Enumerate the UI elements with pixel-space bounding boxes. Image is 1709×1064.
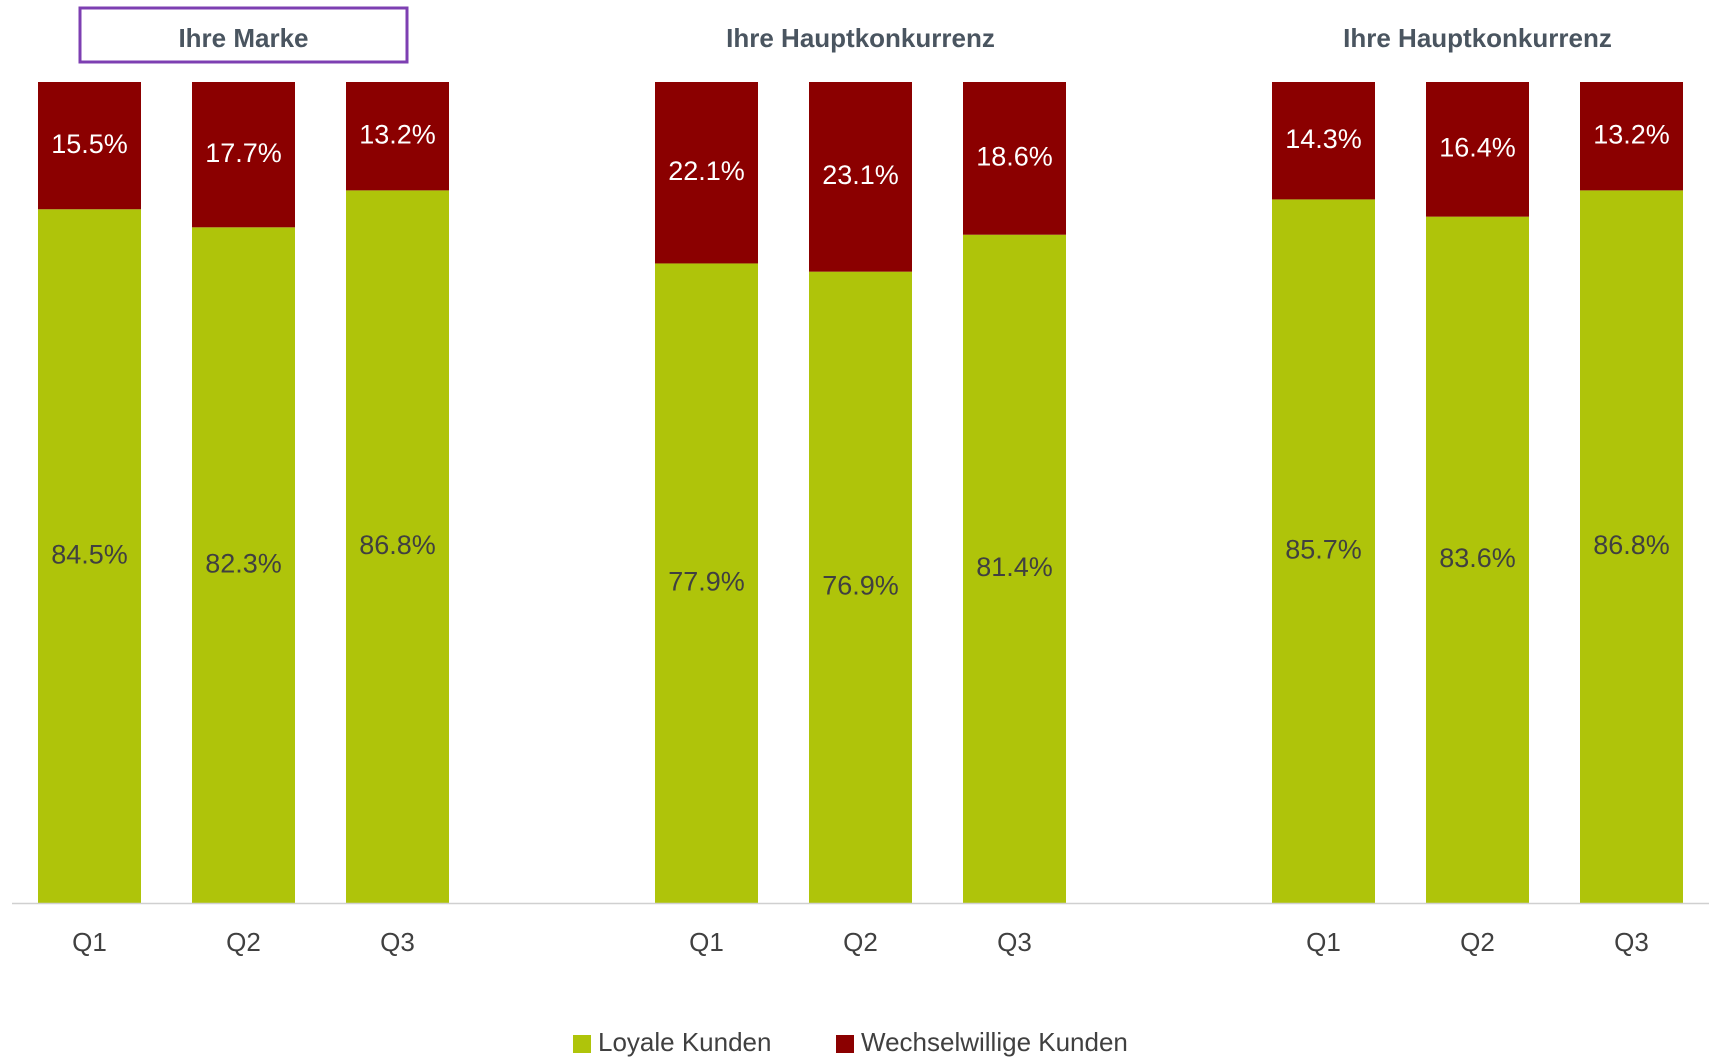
x-tick-label: Q2	[843, 927, 878, 957]
legend-item: Wechselwillige Kunden	[836, 1027, 1128, 1057]
data-label-loyal: 82.3%	[205, 548, 282, 578]
bar-switching	[963, 82, 1066, 235]
group-title: Ihre Hauptkonkurrenz	[1343, 23, 1612, 53]
bar-switching	[192, 82, 295, 228]
bar-loyal	[655, 263, 758, 903]
bar-loyal	[192, 227, 295, 903]
group-title: Ihre Marke	[178, 23, 308, 53]
x-tick-label: Q1	[1306, 927, 1341, 957]
data-label-switching: 13.2%	[1593, 119, 1670, 149]
x-tick-label: Q3	[1614, 927, 1649, 957]
bar-loyal	[1580, 190, 1683, 903]
data-label-switching: 22.1%	[668, 156, 745, 186]
data-label-switching: 16.4%	[1439, 132, 1516, 162]
bar-loyal	[346, 190, 449, 903]
x-tick-label: Q2	[226, 927, 261, 957]
legend-swatch	[836, 1035, 854, 1053]
data-label-loyal: 76.9%	[822, 570, 899, 600]
bar-switching	[655, 82, 758, 264]
legend-label: Wechselwillige Kunden	[861, 1027, 1128, 1057]
bar-switching	[346, 82, 449, 191]
x-tick-label: Q1	[72, 927, 107, 957]
bar-group-2: Ihre Hauptkonkurrenz 77.9% 22.1% 76.9% 23.1%…	[655, 23, 1066, 903]
bar-loyal	[1272, 199, 1375, 903]
highlight-box	[78, 6, 409, 64]
x-axis: Q1 Q2 Q3 Q1 Q2 Q3 Q1 Q2 Q3	[12, 902, 1709, 957]
data-label-switching: 15.5%	[51, 129, 128, 159]
bar-switching	[1426, 82, 1529, 217]
bar-switching	[38, 82, 141, 210]
data-label-loyal: 83.6%	[1439, 543, 1516, 573]
group-title: Ihre Hauptkonkurrenz	[726, 23, 995, 53]
bar-loyal	[809, 271, 912, 903]
bar-switching	[1272, 82, 1375, 200]
data-label-loyal: 85.7%	[1285, 534, 1362, 564]
data-label-switching: 18.6%	[976, 141, 1053, 171]
legend-swatch	[573, 1035, 591, 1053]
data-label-switching: 13.2%	[359, 119, 436, 149]
data-label-loyal: 81.4%	[976, 552, 1053, 582]
data-label-loyal: 86.8%	[359, 530, 436, 560]
legend-item: Loyale Kunden	[573, 1027, 771, 1057]
chart-groups: Ihre Marke 84.5% 15.5% 82.3% 17.7% 86.8% 13.2%…	[38, 6, 1683, 904]
bar-switching	[1580, 82, 1683, 191]
data-label-switching: 14.3%	[1285, 124, 1362, 154]
data-label-loyal: 77.9%	[668, 566, 745, 596]
bar-group-3: Ihre Hauptkonkurrenz 85.7% 14.3% 83.6% 16.4%…	[1272, 23, 1683, 904]
data-label-loyal: 84.5%	[51, 539, 128, 569]
bar-loyal	[38, 209, 141, 903]
bar-group-1: Ihre Marke 84.5% 15.5% 82.3% 17.7% 86.8% 13.2%	[38, 6, 449, 903]
bar-loyal	[963, 234, 1066, 903]
x-tick-label: Q1	[689, 927, 724, 957]
data-label-loyal: 86.8%	[1593, 530, 1670, 560]
data-label-switching: 23.1%	[822, 160, 899, 190]
data-label-switching: 17.7%	[205, 138, 282, 168]
x-tick-label: Q3	[380, 927, 415, 957]
x-tick-label: Q2	[1460, 927, 1495, 957]
legend: Loyale Kunden Wechselwillige Kunden	[573, 1027, 1128, 1057]
x-tick-label: Q3	[997, 927, 1032, 957]
bar-loyal	[1426, 216, 1529, 904]
legend-label: Loyale Kunden	[598, 1027, 771, 1057]
bar-switching	[809, 82, 912, 272]
